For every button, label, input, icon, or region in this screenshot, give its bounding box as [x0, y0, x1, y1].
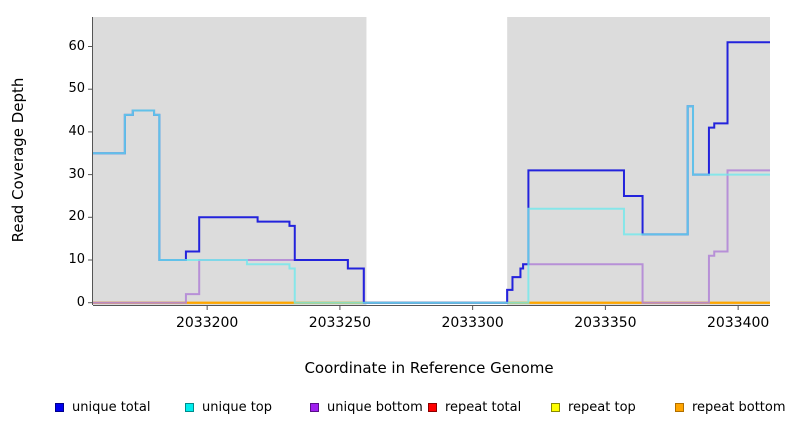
highlight-band — [366, 17, 508, 305]
y-tick-label: 30 — [68, 166, 85, 182]
legend-label: repeat bottom — [692, 399, 786, 415]
x-tick-label: 2033350 — [574, 315, 637, 331]
legend-swatch-repeat-top — [551, 402, 560, 412]
x-tick-label: 2033250 — [308, 315, 372, 331]
legend-item-unique-total: unique total — [55, 399, 150, 415]
legend-swatch-repeat-total — [428, 402, 437, 412]
x-tick-label: 2033200 — [175, 315, 239, 331]
legend-swatch-repeat-bottom — [675, 402, 684, 412]
legend-label: repeat top — [568, 399, 636, 415]
y-axis-title: Read Coverage Depth — [9, 77, 27, 243]
y-tick-label: 20 — [68, 209, 85, 225]
y-tick-label: 10 — [68, 252, 85, 267]
legend-swatch-unique-bottom — [310, 402, 319, 412]
legend-label: repeat total — [445, 399, 522, 415]
legend-item-repeat-top: repeat top — [551, 399, 636, 415]
legend-item-repeat-bottom: repeat bottom — [675, 399, 786, 415]
legend-label: unique top — [202, 399, 273, 415]
y-tick-label: 50 — [68, 81, 85, 97]
y-tick-label: 0 — [76, 294, 85, 310]
x-axis-title: Coordinate in Reference Genome — [304, 359, 554, 377]
legend-label: unique bottom — [327, 399, 423, 415]
y-tick-label: 60 — [68, 38, 85, 54]
legend-item-unique-bottom: unique bottom — [310, 399, 423, 415]
legend-item-unique-top: unique top — [185, 399, 272, 415]
legend-item-repeat-total: repeat total — [428, 399, 521, 415]
y-tick-label: 40 — [68, 123, 85, 139]
legend-swatch-unique-total — [55, 402, 64, 412]
legend-label: unique total — [72, 399, 151, 415]
x-tick-label: 2033300 — [441, 315, 504, 331]
legend: unique total unique top unique bottom re… — [0, 399, 792, 419]
series-line-unique-top — [93, 105, 770, 304]
x-tick-label: 2033400 — [706, 315, 770, 331]
legend-swatch-unique-top — [185, 402, 194, 412]
